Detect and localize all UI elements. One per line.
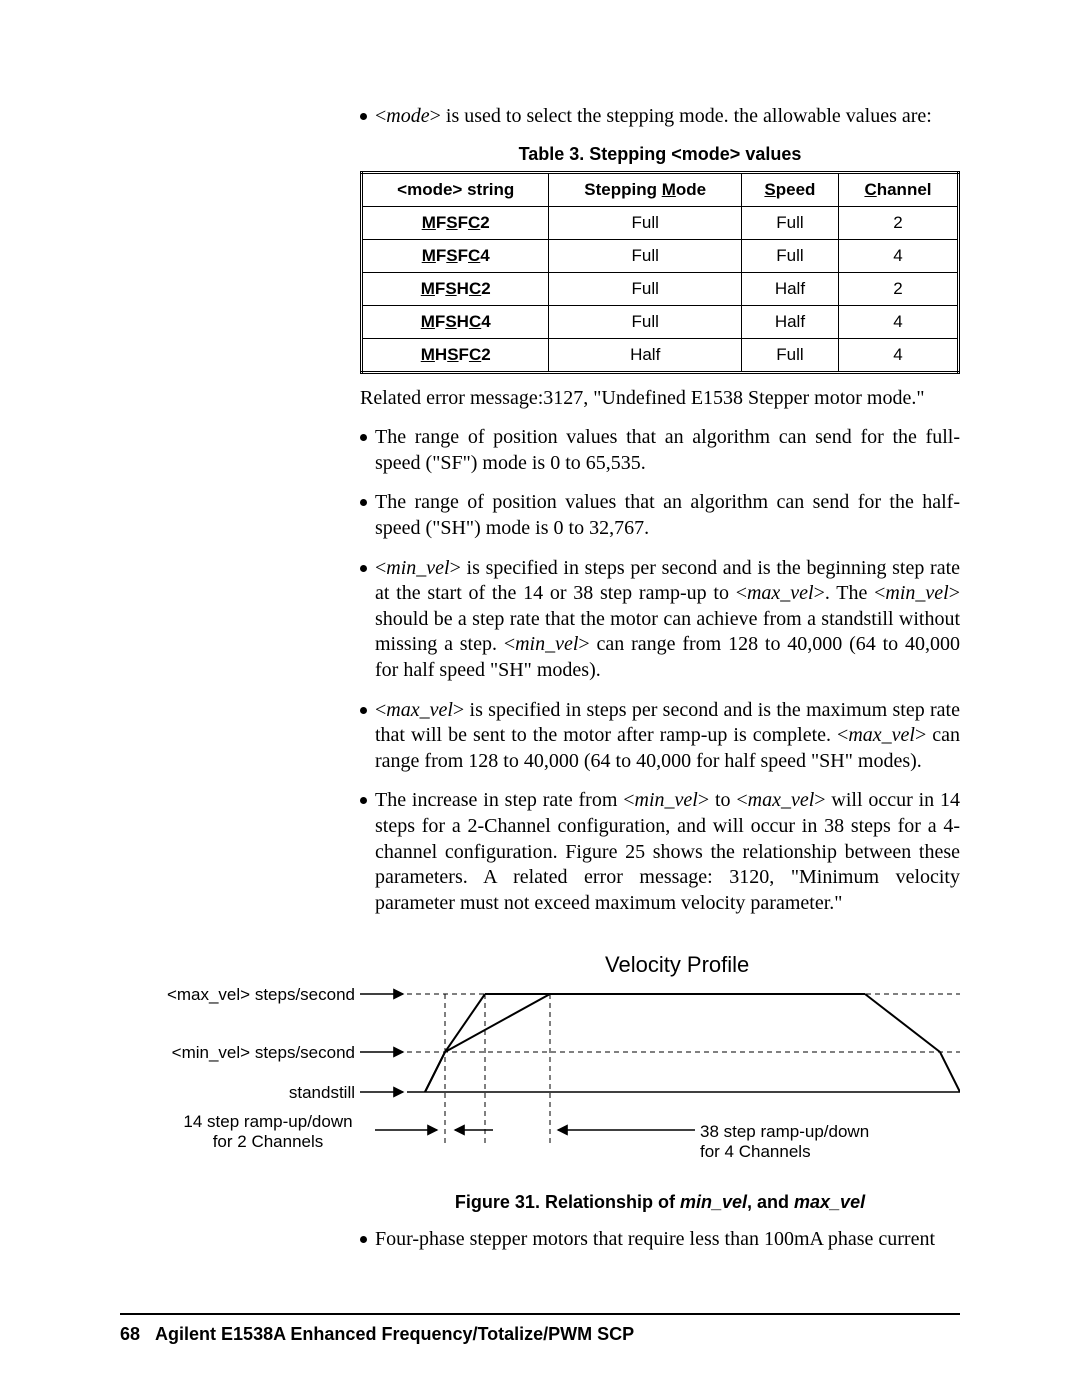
table-row: MFSHC4FullHalf4 [362,305,959,338]
table-cell: MFSHC4 [362,305,549,338]
bullet-dot [360,707,367,714]
table-row: MFSFC4FullFull4 [362,239,959,272]
table-row: MFSHC2FullHalf2 [362,272,959,305]
bullet-text: <mode> is used to select the stepping mo… [375,104,960,130]
mode-table: <mode> stringStepping ModeSpeedChannel M… [360,171,960,374]
bullets-list: The range of position values that an alg… [360,425,960,916]
table-header: <mode> string [362,172,549,206]
table-cell: Full [741,239,838,272]
page: <mode> is used to select the stepping mo… [0,0,1080,1397]
bullet-text: <max_vel> is specified in steps per seco… [375,698,960,775]
table-cell: MFSFC4 [362,239,549,272]
table-cell: MFSHC2 [362,272,549,305]
bullet-item: The increase in step rate from <min_vel>… [360,788,960,916]
figure-caption: Figure 31. Relationship of min_vel, and … [360,1192,960,1213]
table-cell: MFSFC2 [362,206,549,239]
bullet-item: <min_vel> is specified in steps per seco… [360,556,960,684]
table-cell: Half [741,305,838,338]
table-cell: MHSFC2 [362,338,549,372]
related-error: Related error message:3127, "Undefined E… [360,386,960,412]
bullet-dot [360,797,367,804]
page-footer: 68 Agilent E1538A Enhanced Frequency/Tot… [120,1324,634,1345]
bullet-dot [360,565,367,572]
bullet-dot [360,113,367,120]
table-cell: Full [741,206,838,239]
bullet-last: Four-phase stepper motors that require l… [360,1227,960,1253]
table-cell: Full [549,239,741,272]
table-header: Speed [741,172,838,206]
table-header-row: <mode> stringStepping ModeSpeedChannel [362,172,959,206]
bullet-dot [360,499,367,506]
table-row: MHSFC2HalfFull4 [362,338,959,372]
bullet-item: <max_vel> is specified in steps per seco… [360,698,960,775]
footer-title: Agilent E1538A Enhanced Frequency/Totali… [155,1324,634,1344]
table-cell: Half [741,272,838,305]
table-cell: 2 [838,272,958,305]
bullet-text: The increase in step rate from <min_vel>… [375,788,960,916]
bullet-text: The range of position values that an alg… [375,425,960,476]
page-number: 68 [120,1324,140,1344]
bullet-dot [360,434,367,441]
table-cell: Full [549,305,741,338]
table-header: Stepping Mode [549,172,741,206]
diagram-svg [145,952,960,1172]
bullet-text: Four-phase stepper motors that require l… [375,1227,960,1253]
bullet-item: The range of position values that an alg… [360,490,960,541]
bullet-text: The range of position values that an alg… [375,490,960,541]
table-cell: 4 [838,338,958,372]
velocity-profile-diagram: Velocity Profile <max_vel> steps/second … [145,952,960,1182]
table-row: MFSFC2FullFull2 [362,206,959,239]
footer-rule [120,1313,960,1315]
bullet-item: The range of position values that an alg… [360,425,960,476]
table-cell: 4 [838,239,958,272]
table-cell: 2 [838,206,958,239]
table-cell: Half [549,338,741,372]
bullet-text: <min_vel> is specified in steps per seco… [375,556,960,684]
bullet-dot [360,1236,367,1243]
table-header: Channel [838,172,958,206]
table-cell: Full [549,206,741,239]
table-cell: 4 [838,305,958,338]
table-caption: Table 3. Stepping <mode> values [360,144,960,165]
bullet-intro: <mode> is used to select the stepping mo… [360,104,960,130]
table-body: MFSFC2FullFull2MFSFC4FullFull4MFSHC2Full… [362,206,959,372]
content-column: <mode> is used to select the stepping mo… [360,104,960,1253]
table-cell: Full [741,338,838,372]
table-cell: Full [549,272,741,305]
